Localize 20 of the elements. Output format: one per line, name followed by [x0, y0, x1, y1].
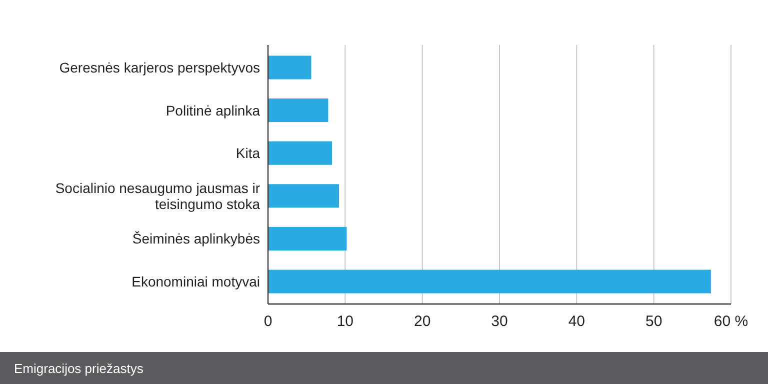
x-tick-label: 50 — [645, 313, 662, 330]
x-tick-label: 40 — [568, 313, 586, 330]
bar — [268, 98, 328, 122]
y-tick-label: Šeiminės aplinkybės — [132, 230, 260, 247]
y-tick-label: Geresnės karjeros perspektyvos — [59, 59, 260, 76]
bar — [268, 56, 312, 80]
bar — [268, 141, 332, 165]
bar — [268, 184, 339, 208]
text: Emigracijos priežastys — [14, 361, 144, 376]
bar — [268, 270, 711, 294]
x-tick-label: 20 — [414, 313, 431, 330]
x-tick-label: 10 — [336, 313, 354, 330]
y-tick-label: Politinė aplinka — [166, 102, 260, 118]
x-tick-label: 30 — [491, 313, 508, 330]
x-tick-label: 60 % — [714, 313, 748, 330]
y-tick-label: Socialinio nesaugumo jausmas ir teisingumo stoka — [55, 180, 260, 212]
y-tick-label: Ekonominiai motyvai — [132, 274, 260, 290]
bar — [268, 226, 347, 250]
y-tick-label: Kita — [236, 145, 260, 162]
x-tick-label: 0 — [264, 313, 272, 330]
